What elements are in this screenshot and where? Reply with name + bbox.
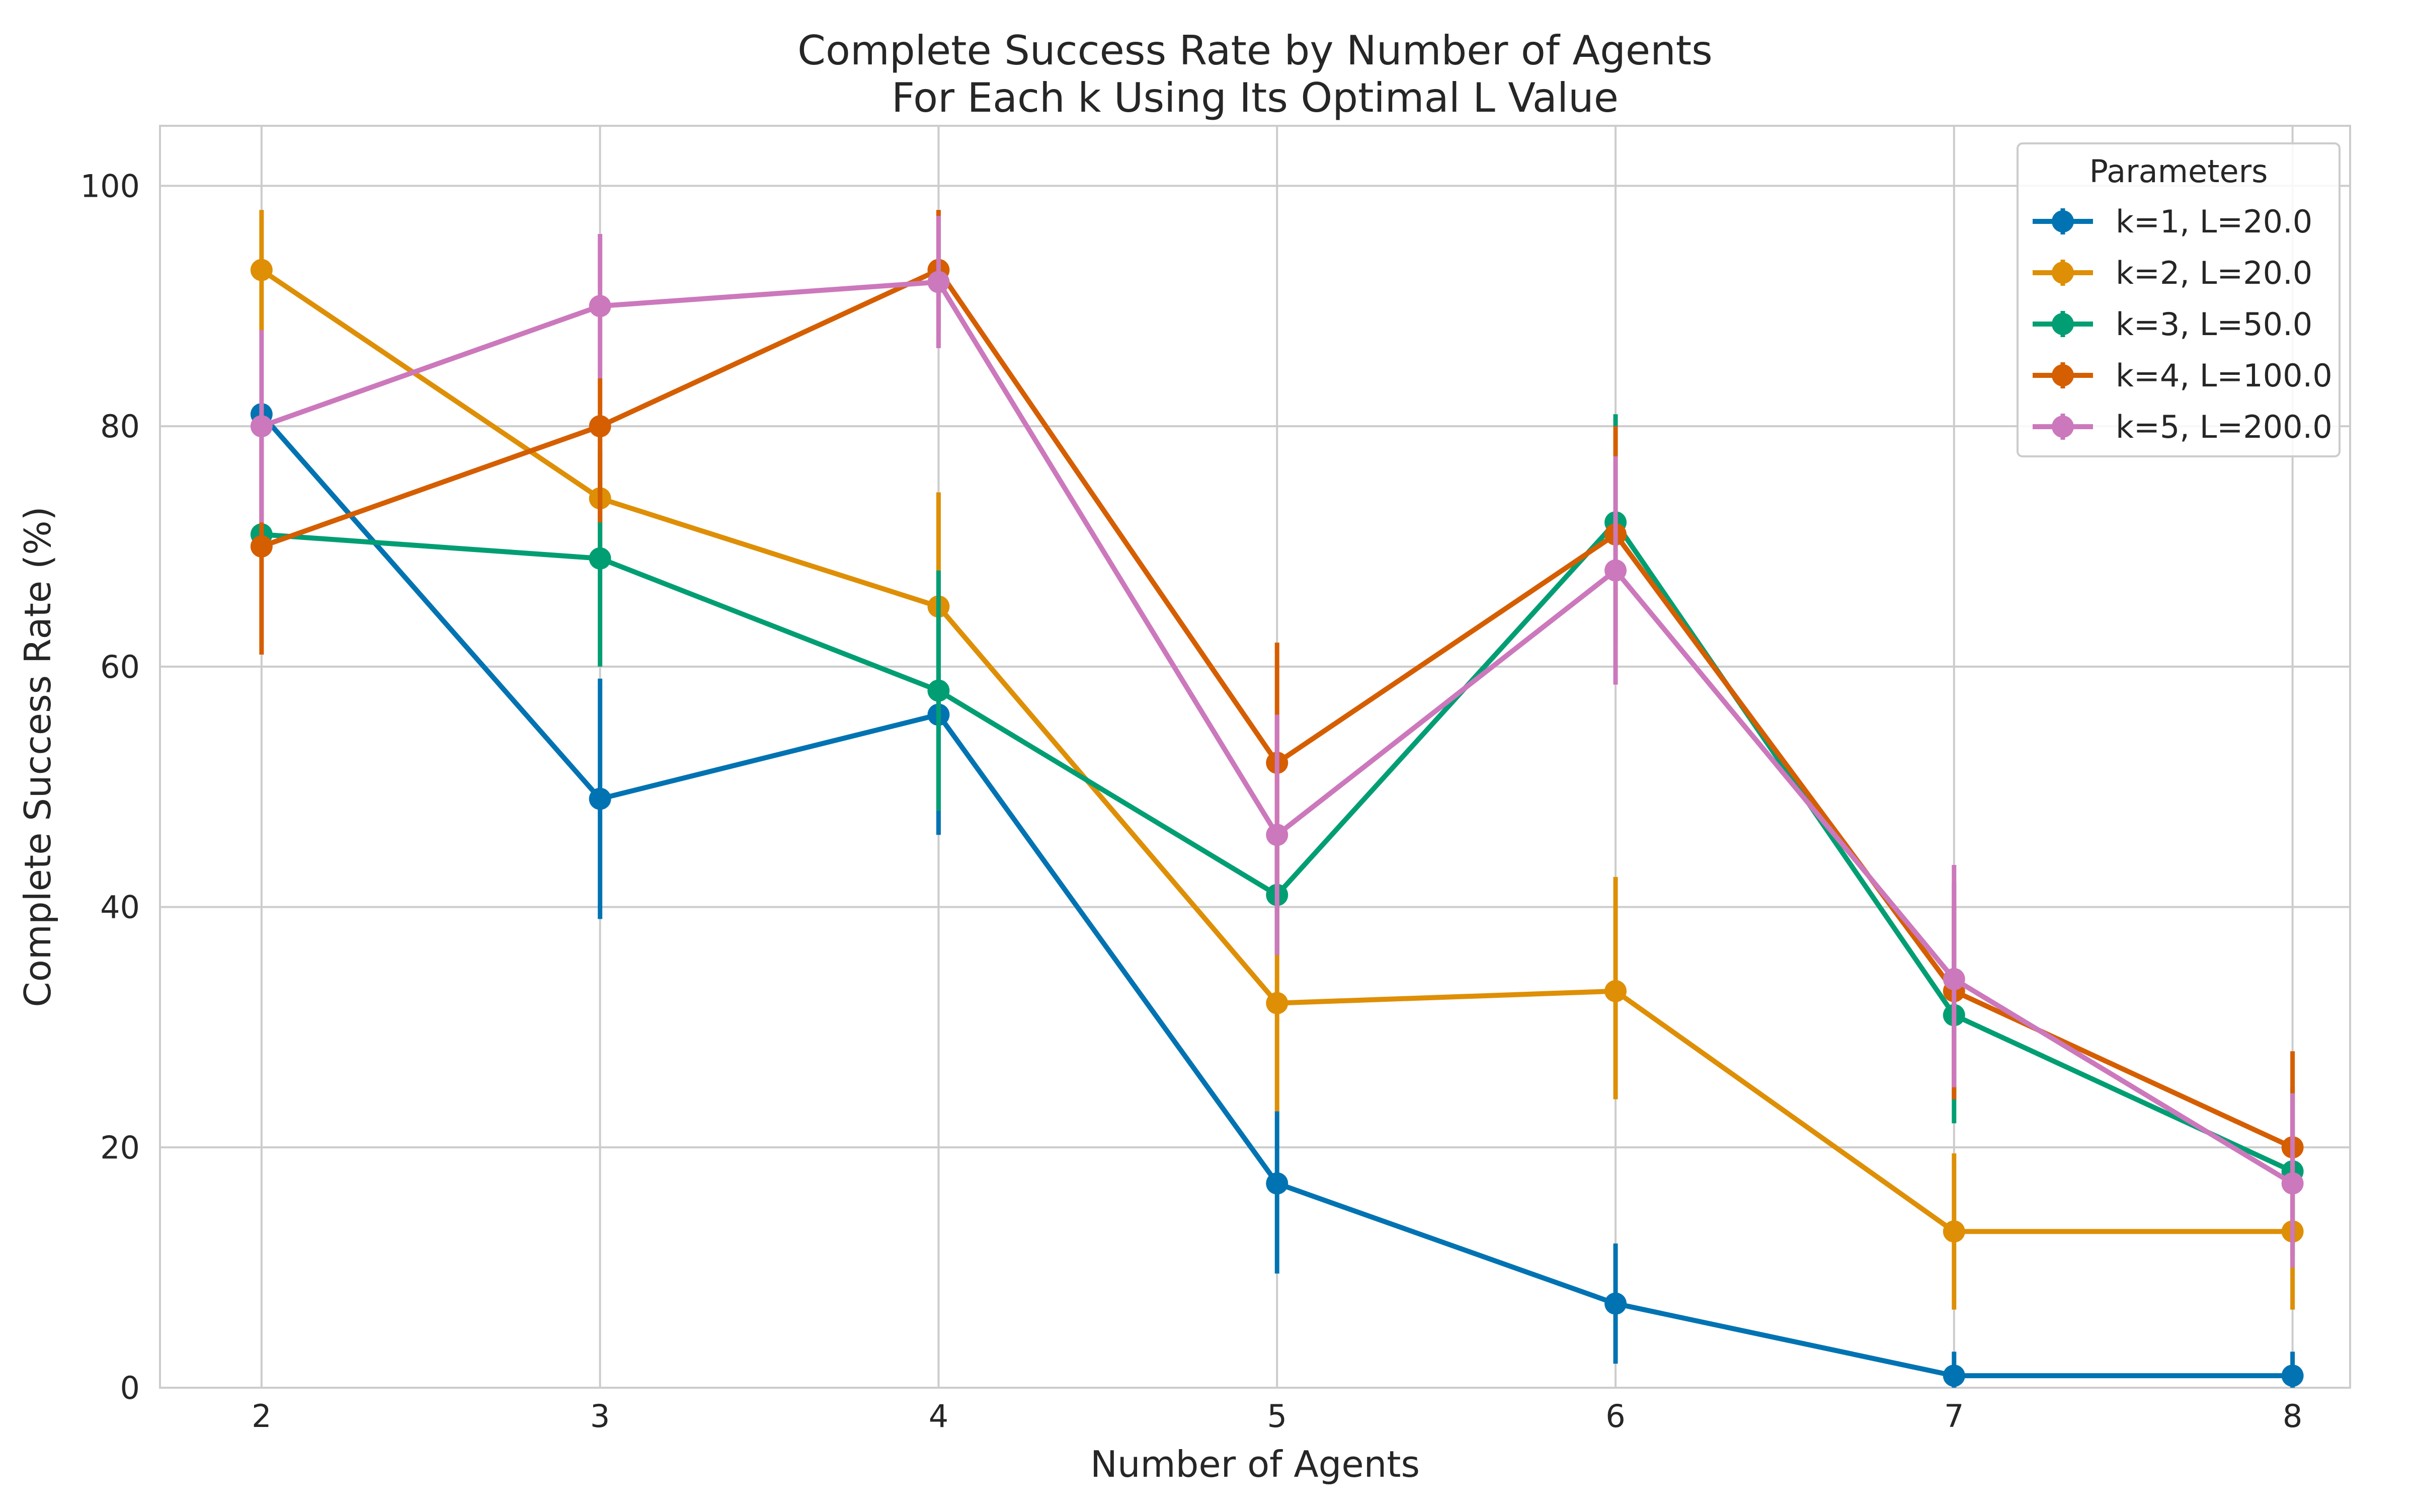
data-point[interactable] bbox=[927, 679, 950, 702]
legend-item[interactable]: k=3, L=50.0 bbox=[2033, 306, 2312, 343]
legend-label: k=2, L=20.0 bbox=[2116, 255, 2312, 291]
plot-frame bbox=[159, 125, 2351, 1389]
legend-swatch-marker bbox=[2052, 313, 2074, 335]
y-tick-label: 100 bbox=[80, 168, 140, 204]
data-point[interactable] bbox=[1604, 1292, 1627, 1315]
legend-label: k=3, L=50.0 bbox=[2116, 306, 2312, 343]
data-point[interactable] bbox=[1266, 824, 1289, 846]
legend-item[interactable]: k=4, L=100.0 bbox=[2033, 357, 2332, 394]
x-tick-label: 7 bbox=[1944, 1398, 1964, 1435]
legend-items: k=1, L=20.0 k=2, L=20.0 k=3, L=50.0 k=4, L=… bbox=[2033, 203, 2332, 445]
x-tick-label: 4 bbox=[929, 1398, 948, 1435]
legend-label: k=5, L=200.0 bbox=[2116, 409, 2332, 445]
data-point[interactable] bbox=[1943, 1220, 1965, 1243]
data-point[interactable] bbox=[589, 295, 611, 317]
data-point[interactable] bbox=[250, 259, 273, 281]
data-point[interactable] bbox=[2281, 1365, 2304, 1387]
chart-subtitle: For Each k Using Its Optimal L Value bbox=[892, 74, 1619, 121]
legend-label: k=4, L=100.0 bbox=[2116, 357, 2332, 394]
data-point[interactable] bbox=[1604, 559, 1627, 582]
legend-swatch-marker bbox=[2052, 364, 2074, 386]
data-point[interactable] bbox=[1604, 980, 1627, 1002]
data-point[interactable] bbox=[589, 547, 611, 570]
y-tick-label: 60 bbox=[100, 649, 140, 685]
legend-swatch-marker bbox=[2052, 210, 2074, 232]
series-group bbox=[250, 216, 2304, 1268]
legend-box bbox=[2017, 142, 2341, 457]
x-tick-label: 5 bbox=[1267, 1398, 1287, 1435]
data-point[interactable] bbox=[1266, 1172, 1289, 1195]
legend[interactable]: Parameters k=1, L=20.0 k=2, L=20.0 k=3, L=… bbox=[2017, 142, 2341, 457]
data-point[interactable] bbox=[250, 535, 273, 558]
legend-item[interactable]: k=2, L=20.0 bbox=[2033, 255, 2312, 291]
chart-title: Complete Success Rate by Number of Agent… bbox=[797, 27, 1713, 74]
legend-item[interactable]: k=1, L=20.0 bbox=[2033, 203, 2312, 240]
data-point[interactable] bbox=[1943, 1365, 1965, 1387]
legend-swatch-marker bbox=[2052, 262, 2074, 284]
x-axis-label: Number of Agents bbox=[1090, 1443, 1420, 1485]
y-tick-label: 20 bbox=[100, 1129, 140, 1166]
y-axis-label: Complete Success Rate (%) bbox=[17, 506, 59, 1007]
legend-swatch-marker bbox=[2052, 416, 2074, 438]
legend-title: Parameters bbox=[2089, 153, 2268, 190]
legend-item[interactable]: k=5, L=200.0 bbox=[2033, 409, 2332, 445]
x-tick-label: 3 bbox=[590, 1398, 610, 1435]
data-point[interactable] bbox=[1266, 992, 1289, 1014]
x-tick-label: 2 bbox=[252, 1398, 271, 1435]
data-point[interactable] bbox=[250, 415, 273, 438]
y-tick-label: 40 bbox=[100, 889, 140, 926]
x-tick-label: 8 bbox=[2283, 1398, 2302, 1435]
legend-label: k=1, L=20.0 bbox=[2116, 203, 2312, 240]
data-point[interactable] bbox=[927, 271, 950, 293]
y-tick-label: 0 bbox=[120, 1370, 140, 1406]
data-point[interactable] bbox=[1943, 968, 1965, 990]
data-point[interactable] bbox=[589, 415, 611, 438]
plot-area bbox=[160, 126, 2350, 1388]
y-tick-label: 80 bbox=[100, 408, 140, 445]
x-tick-label: 6 bbox=[1605, 1398, 1625, 1435]
data-point[interactable] bbox=[2281, 1172, 2304, 1195]
series-layer bbox=[250, 210, 2304, 1388]
data-point[interactable] bbox=[589, 787, 611, 810]
